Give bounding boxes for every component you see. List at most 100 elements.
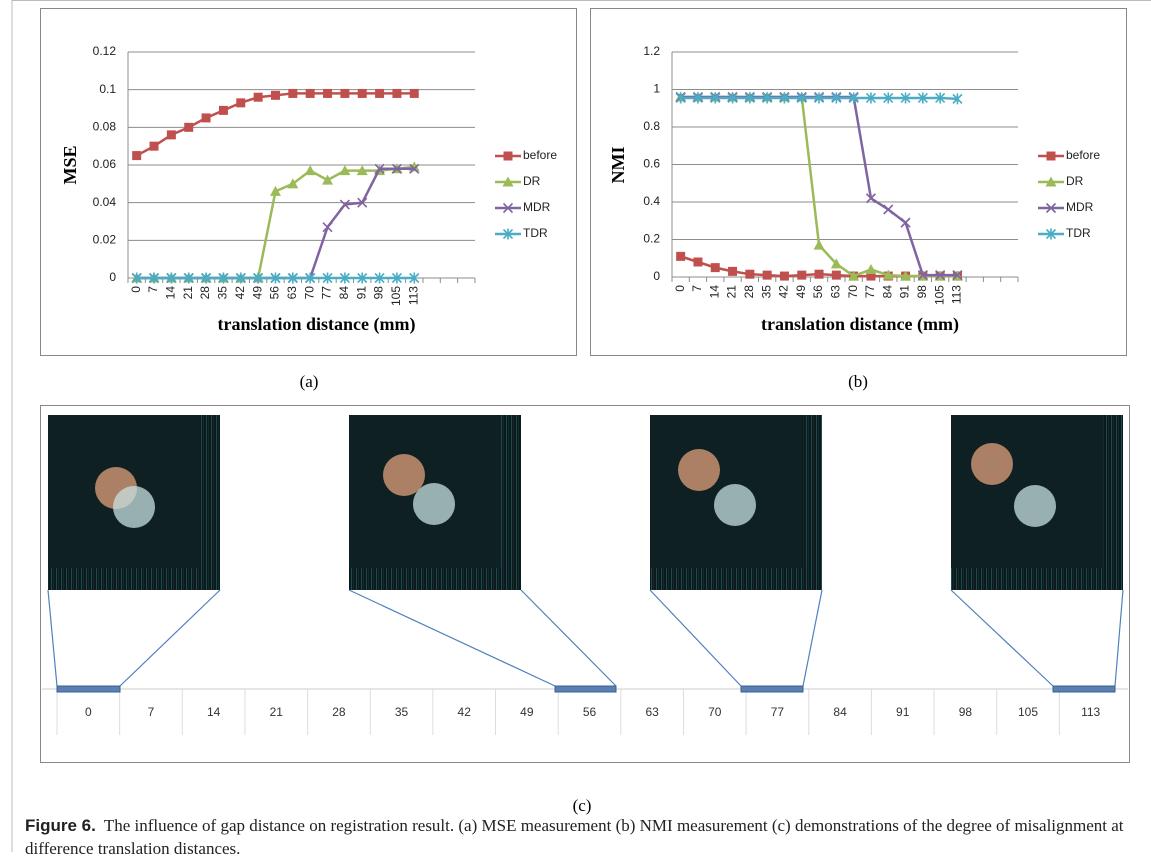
image-stripes xyxy=(1103,415,1123,590)
x-tick-label: 49 xyxy=(794,285,808,299)
marker xyxy=(763,271,772,280)
legend-label: before xyxy=(523,148,557,162)
x-tick-label: 21 xyxy=(725,285,739,299)
y-axis-title: NMI xyxy=(608,147,628,184)
x-tick-label: 105 xyxy=(932,285,946,305)
legend-marker xyxy=(1047,152,1056,161)
x-tick-label: 42 xyxy=(777,285,791,299)
x-tick-label: 113 xyxy=(950,285,964,304)
strip-label: 56 xyxy=(583,705,597,719)
y-tick-label: 1.2 xyxy=(643,44,660,58)
y-tick-label: 0.8 xyxy=(643,119,660,133)
marker xyxy=(410,89,419,98)
strip-highlight xyxy=(741,686,803,692)
image-stripes xyxy=(200,415,220,590)
x-tick-label: 0 xyxy=(673,285,687,292)
image-circle xyxy=(113,486,155,528)
x-tick-label: 70 xyxy=(302,286,316,300)
legend-label: TDR xyxy=(1066,226,1091,240)
y-tick-label: 1 xyxy=(653,82,660,96)
marker xyxy=(254,93,263,102)
y-tick-label: 0.06 xyxy=(93,157,117,171)
y-tick-label: 0.08 xyxy=(93,120,117,134)
x-tick-label: 7 xyxy=(690,285,704,292)
legend-label: MDR xyxy=(523,200,551,214)
marker xyxy=(132,151,141,160)
marker xyxy=(676,252,685,261)
x-tick-label: 28 xyxy=(198,286,212,300)
x-tick-label: 14 xyxy=(164,286,178,300)
x-tick-label: 91 xyxy=(354,286,368,300)
x-tick-label: 7 xyxy=(146,286,160,293)
strip-label: 28 xyxy=(332,705,346,719)
marker xyxy=(219,106,228,115)
y-tick-label: 0.12 xyxy=(93,44,117,58)
x-axis-title: translation distance (mm) xyxy=(761,314,959,335)
y-tick-label: 0.1 xyxy=(99,82,116,96)
marker xyxy=(375,89,384,98)
y-axis-title: MSE xyxy=(60,145,80,184)
marker xyxy=(167,130,176,139)
image-circle xyxy=(678,449,720,491)
marker xyxy=(358,89,367,98)
image-stripes xyxy=(501,415,521,590)
image-circle xyxy=(971,443,1013,485)
marker xyxy=(797,271,806,280)
strip-label: 84 xyxy=(833,705,847,719)
legend-label: DR xyxy=(1066,174,1084,188)
x-tick-label: 63 xyxy=(829,285,843,299)
figure-page: (a) (b) (c) 00.020.040.060.080.10.120714… xyxy=(0,0,1151,852)
y-tick-label: 0 xyxy=(653,269,660,283)
x-tick-label: 84 xyxy=(337,286,351,300)
y-tick-label: 0.2 xyxy=(643,232,660,246)
panel-label: (b) xyxy=(848,372,868,391)
marker xyxy=(693,258,702,267)
x-tick-label: 49 xyxy=(250,286,264,300)
figure-caption: Figure 6.The influence of gap distance o… xyxy=(25,814,1135,860)
strip-label: 105 xyxy=(1018,705,1038,719)
y-tick-label: 0.02 xyxy=(93,233,117,247)
x-tick-label: 21 xyxy=(181,286,195,300)
marker xyxy=(236,98,245,107)
image-circle xyxy=(1014,485,1056,527)
panel-label: (a) xyxy=(300,372,319,391)
strip-label: 49 xyxy=(520,705,534,719)
strip-label: 113 xyxy=(1081,705,1100,719)
legend-label: MDR xyxy=(1066,200,1094,214)
marker xyxy=(780,272,789,281)
marker xyxy=(306,89,315,98)
x-tick-label: 77 xyxy=(320,286,334,300)
legend-label: DR xyxy=(523,174,541,188)
x-tick-label: 56 xyxy=(811,285,825,299)
caption-title: Figure 6. xyxy=(25,816,96,835)
x-axis-title: translation distance (mm) xyxy=(218,314,416,335)
image-circle xyxy=(413,483,455,525)
marker xyxy=(711,263,720,272)
x-tick-label: 42 xyxy=(233,286,247,300)
x-tick-label: 91 xyxy=(898,285,912,299)
x-tick-label: 84 xyxy=(880,285,894,299)
marker xyxy=(392,89,401,98)
strip-label: 7 xyxy=(148,705,155,719)
marker xyxy=(288,89,297,98)
x-tick-label: 105 xyxy=(389,286,403,306)
marker xyxy=(202,113,211,122)
marker xyxy=(150,142,159,151)
marker xyxy=(184,123,193,132)
x-tick-label: 56 xyxy=(268,286,282,300)
marker xyxy=(815,270,824,279)
marker xyxy=(340,89,349,98)
y-tick-label: 0.4 xyxy=(643,194,660,208)
x-tick-label: 0 xyxy=(129,286,143,293)
image-stripes xyxy=(650,568,822,590)
x-tick-label: 14 xyxy=(707,285,721,299)
strip-highlight xyxy=(555,686,616,692)
marker xyxy=(728,267,737,276)
strip-label: 77 xyxy=(771,705,785,719)
figure: (a) (b) (c) 00.020.040.060.080.10.120714… xyxy=(0,0,1151,852)
x-tick-label: 35 xyxy=(216,286,230,300)
x-tick-label: 70 xyxy=(846,285,860,299)
strip-label: 98 xyxy=(959,705,973,719)
x-tick-label: 98 xyxy=(372,286,386,300)
marker xyxy=(271,91,280,100)
